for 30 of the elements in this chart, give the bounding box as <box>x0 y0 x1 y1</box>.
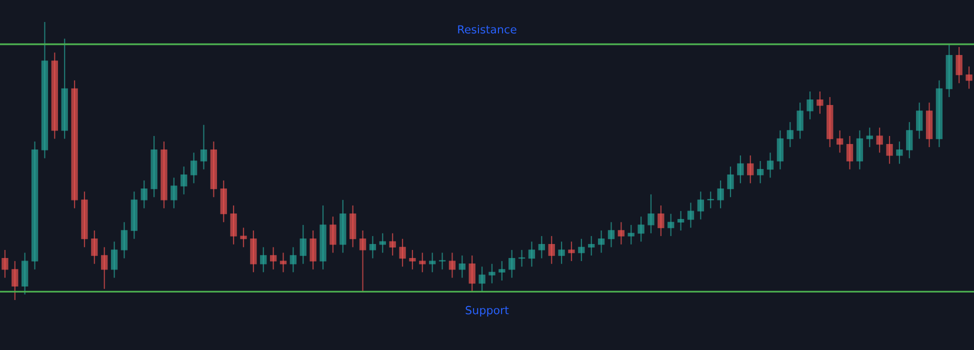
ref-line-label: Support <box>466 306 509 316</box>
candlestick <box>438 252 446 270</box>
candlestick <box>717 180 724 209</box>
candlestick <box>568 241 575 262</box>
candlestick <box>488 263 496 284</box>
ref-line-label: Resistance <box>458 24 516 34</box>
candlestick <box>638 216 644 242</box>
candlestick <box>409 249 416 270</box>
candlestick <box>81 191 88 248</box>
candlestick <box>240 227 247 248</box>
candlestick <box>796 102 804 140</box>
candlestick <box>707 191 714 209</box>
candlestick <box>558 241 565 264</box>
candlestick <box>250 230 257 273</box>
candlestick <box>71 80 78 209</box>
candlestick <box>896 140 903 164</box>
candlestick <box>310 230 316 270</box>
candlestick <box>806 90 814 120</box>
candlestick <box>658 204 664 237</box>
candlestick <box>478 266 486 292</box>
candlestick <box>330 216 336 254</box>
candlestick <box>160 140 168 209</box>
candlestick <box>2 249 8 278</box>
candlestick <box>170 177 178 209</box>
candlestick <box>648 194 654 234</box>
candlestick <box>886 135 893 164</box>
candlestick <box>320 204 326 270</box>
candlestick <box>150 135 158 198</box>
candlestick <box>727 166 734 198</box>
candlestick <box>230 204 237 245</box>
